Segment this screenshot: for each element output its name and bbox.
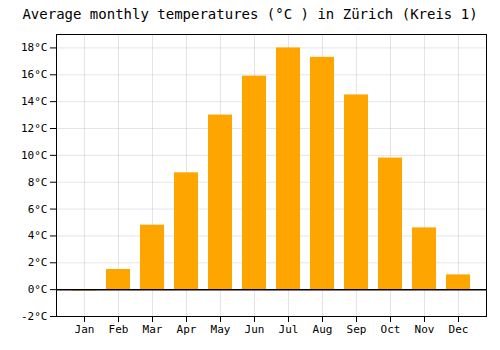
svg-text:Jul: Jul	[279, 323, 299, 336]
svg-text:14°C: 14°C	[21, 95, 48, 108]
svg-text:2°C: 2°C	[28, 256, 48, 269]
svg-text:16°C: 16°C	[21, 68, 48, 81]
svg-text:Jan: Jan	[75, 323, 95, 336]
svg-text:Aug: Aug	[313, 323, 333, 336]
svg-text:18°C: 18°C	[21, 41, 48, 54]
svg-text:Mar: Mar	[143, 323, 163, 336]
svg-text:12°C: 12°C	[21, 122, 48, 135]
svg-text:Dec: Dec	[449, 323, 469, 336]
svg-text:6°C: 6°C	[28, 203, 48, 216]
svg-text:4°C: 4°C	[28, 229, 48, 242]
svg-text:Oct: Oct	[381, 323, 401, 336]
svg-text:Sep: Sep	[347, 323, 367, 336]
html-text:Average monthly temperatures (: Average monthly temperatures (°C ) in Zü…	[22, 6, 478, 22]
svg-text:Feb: Feb	[109, 323, 129, 336]
svg-text:Nov: Nov	[415, 323, 435, 336]
svg-text:10°C: 10°C	[21, 149, 48, 162]
svg-text:-2°C: -2°C	[21, 310, 48, 323]
svg-text:Apr: Apr	[177, 323, 197, 336]
svg-text:0°C: 0°C	[28, 283, 48, 296]
svg-text:Jun: Jun	[245, 323, 265, 336]
svg-text:May: May	[211, 323, 231, 336]
svg-text:8°C: 8°C	[28, 176, 48, 189]
